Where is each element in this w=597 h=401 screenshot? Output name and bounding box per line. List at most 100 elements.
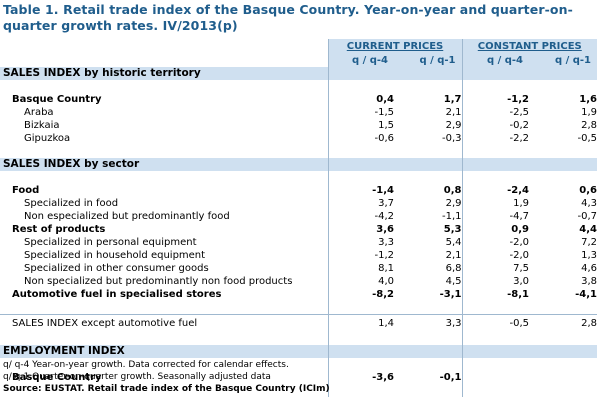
- cell: 1,7: [443, 94, 462, 105]
- cell: -2,2: [461, 132, 530, 145]
- cell: 2,1: [445, 107, 462, 118]
- cell: 3,3: [327, 236, 394, 249]
- cell: 4,6: [581, 263, 597, 274]
- row-label: Automotive fuel in specialised stores: [12, 289, 222, 300]
- row-label: Non especialized but predominantly food: [24, 211, 230, 222]
- cell: -4,7: [461, 210, 530, 223]
- row-label: Non specialized but predominantly non fo…: [24, 276, 293, 287]
- cell: 4,5: [445, 276, 462, 287]
- cell: -3,1: [439, 289, 462, 300]
- table-row: Basque Country -3,6 -0,1: [0, 371, 597, 384]
- cell: 1,4: [327, 314, 394, 332]
- source-note: Source: EUSTAT. Retail trade index of th…: [3, 384, 330, 394]
- table-row: Non specialized but predominantly non fo…: [0, 275, 597, 288]
- row-label: Food: [12, 185, 40, 196]
- cell: 5,3: [443, 224, 462, 235]
- row-label: Gipuzkoa: [24, 133, 71, 144]
- cell: 7,2: [581, 237, 597, 248]
- cell: 8,1: [327, 262, 394, 275]
- cell: 0,9: [461, 223, 530, 236]
- row-label: SALES INDEX except automotive fuel: [0, 314, 328, 332]
- table-title: Table 1. Retail trade index of the Basqu…: [3, 2, 573, 33]
- cell: -4,2: [327, 210, 394, 223]
- header-blank: [0, 39, 328, 53]
- cell: 4,4: [579, 224, 597, 235]
- row-label: Basque Country: [12, 372, 102, 383]
- cell: 0,4: [327, 93, 394, 106]
- cell: -0,2: [461, 119, 530, 132]
- table-row: Araba -1,5 2,1 -2,5 1,9: [0, 106, 597, 119]
- row-label: Specialized in food: [24, 198, 119, 209]
- section-territory: SALES INDEX by historic territory: [0, 67, 597, 80]
- row-label: Araba: [24, 107, 54, 118]
- cell: 3,7: [327, 197, 394, 210]
- cell: -0,1: [439, 372, 462, 383]
- table-row: SALES INDEX except automotive fuel 1,4 3…: [0, 314, 597, 332]
- cell: -0,5: [461, 314, 530, 332]
- section-label: EMPLOYMENT INDEX: [0, 345, 328, 358]
- row-label: Rest of products: [12, 224, 106, 235]
- table-row: Gipuzkoa -0,6 -0,3 -2,2 -0,5: [0, 132, 597, 145]
- row-label: Specialized in household equipment: [24, 250, 206, 261]
- cell: 2,8: [529, 314, 597, 332]
- header-row-rates: q / q-4 q / q-1 q / q-4 q / q-1: [0, 53, 597, 67]
- cell: -0,7: [577, 211, 597, 222]
- table-row: Basque Country 0,4 1,7 -1,2 1,6: [0, 93, 597, 106]
- table-row: Non especialized but predominantly food …: [0, 210, 597, 223]
- cell: -0,6: [327, 132, 394, 145]
- cell: -2,5: [461, 106, 530, 119]
- cell: -2,0: [461, 249, 530, 262]
- table-notes: q/ q-4 Year-on-year growth. Data correct…: [3, 359, 593, 395]
- cell: -4,1: [575, 289, 597, 300]
- cell: 4,3: [581, 198, 597, 209]
- retail-trade-table: CURRENT PRICES CONSTANT PRICES q / q-4 q…: [0, 39, 597, 397]
- cell: -1,1: [442, 211, 462, 222]
- cell: 0,8: [443, 185, 462, 196]
- row-label: Bizkaia: [24, 120, 60, 131]
- header-current-prices: CURRENT PRICES: [327, 39, 463, 53]
- row-label: Specialized in personal equipment: [24, 237, 197, 248]
- header-current-yoy: q / q-4: [327, 53, 394, 67]
- cell: -8,2: [327, 288, 394, 301]
- note-yoy: q/ q-4 Year-on-year growth. Data correct…: [3, 360, 289, 370]
- row-label: Basque Country: [12, 94, 102, 105]
- header-constant-prices: CONSTANT PRICES: [461, 39, 597, 53]
- cell: 1,6: [579, 94, 597, 105]
- cell: -1,2: [327, 249, 394, 262]
- section-employment: EMPLOYMENT INDEX: [0, 345, 597, 358]
- cell: 2,1: [445, 250, 462, 261]
- header-current-qoq: q / q-1: [394, 53, 463, 67]
- cell: 1,5: [327, 119, 394, 132]
- cell: 6,8: [445, 263, 462, 274]
- cell: 3,6: [327, 223, 394, 236]
- cell: 1,9: [461, 197, 530, 210]
- cell: 0,6: [579, 185, 597, 196]
- header-row-groups: CURRENT PRICES CONSTANT PRICES: [0, 39, 597, 53]
- cell: 1,9: [581, 107, 597, 118]
- table-row: Rest of products 3,6 5,3 0,9 4,4: [0, 223, 597, 236]
- header-blank: [0, 53, 328, 67]
- row-label: Specialized in other consumer goods: [24, 263, 209, 274]
- table-row: Specialized in food 3,7 2,9 1,9 4,3: [0, 197, 597, 210]
- cell: -8,1: [461, 288, 530, 301]
- section-sector: SALES INDEX by sector: [0, 158, 597, 171]
- cell: -0,3: [442, 133, 462, 144]
- cell: -0,5: [577, 133, 597, 144]
- cell: 4,0: [327, 275, 394, 288]
- cell: -2,0: [461, 236, 530, 249]
- cell: [461, 371, 530, 384]
- cell: 3,0: [461, 275, 530, 288]
- table-row: Bizkaia 1,5 2,9 -0,2 2,8: [0, 119, 597, 132]
- cell: -1,2: [461, 93, 530, 106]
- cell: 3,8: [581, 276, 597, 287]
- cell: -3,6: [327, 371, 394, 384]
- table-row: Food -1,4 0,8 -2,4 0,6: [0, 184, 597, 197]
- section-label: SALES INDEX by sector: [0, 158, 328, 171]
- note-qoq: q/ q-1 Quarter-on-quarter growth. Season…: [3, 372, 271, 382]
- table-row: Specialized in other consumer goods 8,1 …: [0, 262, 597, 275]
- cell: 2,9: [445, 120, 462, 131]
- cell: 5,4: [445, 237, 462, 248]
- cell: -1,5: [327, 106, 394, 119]
- cell: -2,4: [461, 184, 530, 197]
